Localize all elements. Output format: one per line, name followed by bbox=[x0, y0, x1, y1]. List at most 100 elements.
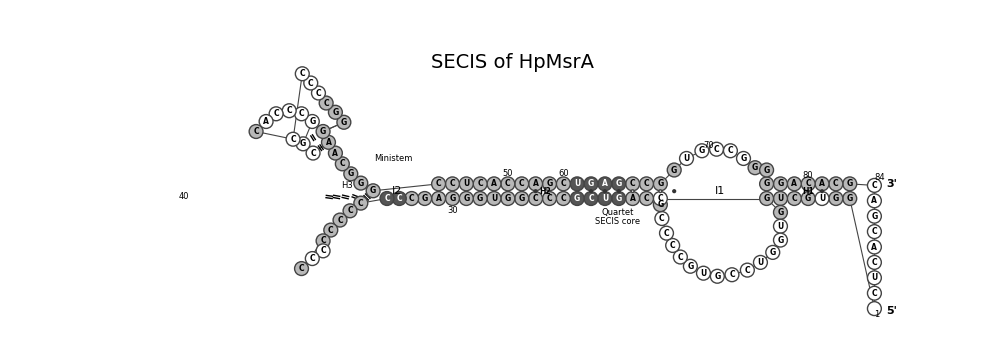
Text: C: C bbox=[347, 206, 353, 215]
Circle shape bbox=[392, 192, 406, 205]
Circle shape bbox=[534, 190, 537, 193]
Text: C: C bbox=[729, 270, 735, 279]
Text: A: A bbox=[491, 179, 497, 188]
Circle shape bbox=[640, 192, 653, 205]
Text: C: C bbox=[286, 106, 292, 115]
Circle shape bbox=[740, 263, 754, 277]
Circle shape bbox=[304, 76, 318, 90]
Circle shape bbox=[815, 177, 829, 191]
Text: C: C bbox=[678, 252, 683, 262]
Text: 3': 3' bbox=[886, 179, 897, 189]
Text: C: C bbox=[519, 179, 525, 188]
Circle shape bbox=[446, 177, 459, 191]
Circle shape bbox=[473, 192, 487, 205]
Text: C: C bbox=[310, 149, 316, 158]
Text: 40: 40 bbox=[179, 193, 189, 202]
Circle shape bbox=[612, 192, 626, 205]
Circle shape bbox=[286, 132, 300, 146]
Circle shape bbox=[626, 177, 640, 191]
Circle shape bbox=[249, 125, 263, 139]
Circle shape bbox=[710, 142, 723, 156]
Circle shape bbox=[590, 190, 592, 193]
Text: U: U bbox=[871, 273, 878, 282]
Text: C: C bbox=[477, 179, 483, 188]
Text: U: U bbox=[463, 179, 469, 188]
Circle shape bbox=[695, 144, 709, 158]
Circle shape bbox=[660, 226, 673, 240]
Text: G: G bbox=[300, 139, 306, 148]
Text: G: G bbox=[463, 194, 469, 203]
Text: G: G bbox=[871, 212, 878, 221]
Circle shape bbox=[432, 177, 446, 191]
Circle shape bbox=[418, 192, 432, 205]
Circle shape bbox=[333, 213, 347, 227]
Circle shape bbox=[584, 192, 598, 205]
Text: G: G bbox=[657, 200, 663, 209]
Text: C: C bbox=[299, 69, 305, 78]
Text: C: C bbox=[337, 216, 343, 224]
Circle shape bbox=[774, 177, 787, 191]
Circle shape bbox=[570, 192, 584, 205]
Circle shape bbox=[680, 151, 693, 165]
Text: I2: I2 bbox=[392, 186, 402, 196]
Circle shape bbox=[529, 177, 543, 191]
Text: C: C bbox=[384, 194, 390, 203]
Text: C: C bbox=[533, 194, 538, 203]
Text: A: A bbox=[819, 179, 825, 188]
Text: C: C bbox=[872, 227, 877, 236]
Text: 50: 50 bbox=[503, 169, 513, 178]
Circle shape bbox=[766, 246, 780, 259]
Circle shape bbox=[843, 192, 857, 205]
Text: G: G bbox=[449, 194, 456, 203]
Text: U: U bbox=[819, 194, 825, 203]
Text: G: G bbox=[422, 194, 428, 203]
Text: C: C bbox=[670, 241, 675, 250]
Circle shape bbox=[432, 192, 446, 205]
Text: G: G bbox=[341, 118, 347, 127]
Circle shape bbox=[604, 190, 606, 193]
Circle shape bbox=[316, 125, 330, 139]
Circle shape bbox=[655, 212, 669, 226]
Text: C: C bbox=[745, 266, 750, 275]
Circle shape bbox=[380, 192, 394, 205]
Text: U: U bbox=[491, 194, 497, 203]
Text: U: U bbox=[574, 179, 580, 188]
Circle shape bbox=[774, 233, 787, 247]
Text: Quartet: Quartet bbox=[601, 208, 633, 217]
Circle shape bbox=[459, 192, 473, 205]
Circle shape bbox=[305, 252, 319, 266]
Circle shape bbox=[666, 238, 680, 252]
Circle shape bbox=[343, 204, 357, 218]
Circle shape bbox=[337, 115, 351, 129]
Circle shape bbox=[570, 177, 584, 191]
Text: C: C bbox=[872, 258, 877, 267]
Circle shape bbox=[710, 269, 724, 283]
Text: G: G bbox=[309, 117, 315, 126]
Circle shape bbox=[598, 192, 612, 205]
Text: G: G bbox=[777, 208, 784, 217]
Text: A: A bbox=[602, 179, 608, 188]
Text: G: G bbox=[332, 108, 339, 117]
Text: U: U bbox=[602, 194, 608, 203]
Circle shape bbox=[282, 104, 296, 118]
Text: G: G bbox=[671, 165, 677, 174]
Circle shape bbox=[617, 190, 620, 193]
Text: G: G bbox=[763, 194, 770, 203]
Text: C: C bbox=[872, 181, 877, 190]
Text: A: A bbox=[436, 194, 442, 203]
Circle shape bbox=[354, 196, 368, 210]
Text: C: C bbox=[409, 194, 414, 203]
Circle shape bbox=[653, 177, 667, 191]
Text: C: C bbox=[328, 226, 334, 234]
Text: A: A bbox=[871, 242, 877, 252]
Text: G: G bbox=[805, 194, 811, 203]
Text: C: C bbox=[588, 194, 594, 203]
Circle shape bbox=[631, 190, 634, 193]
Circle shape bbox=[725, 268, 739, 282]
Circle shape bbox=[723, 144, 737, 158]
Text: G: G bbox=[370, 186, 376, 195]
Circle shape bbox=[556, 177, 570, 191]
Circle shape bbox=[584, 177, 598, 191]
Text: 60: 60 bbox=[558, 169, 569, 178]
Text: G: G bbox=[477, 194, 483, 203]
